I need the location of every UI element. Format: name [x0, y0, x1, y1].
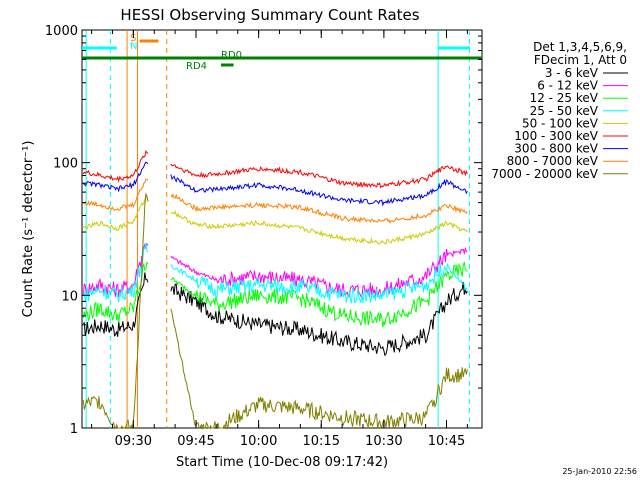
- series-line-5: [82, 150, 468, 189]
- instrument-flag-markers: SN RD0 RD4: [82, 30, 482, 428]
- chart-title: HESSI Observing Summary Count Rates: [120, 6, 419, 24]
- legend-header-line-2: FDecim 1, Att 0: [534, 53, 627, 67]
- y-tick-label: 1000: [45, 24, 78, 39]
- series-line-0: [82, 272, 468, 357]
- flag-label-s: S: [130, 33, 136, 44]
- x-tick-label: 10:00: [240, 434, 277, 449]
- series-line-7: [82, 178, 468, 224]
- x-tick-label: 10:45: [428, 434, 465, 449]
- legend-label: 800 - 7000 keV: [507, 154, 599, 168]
- flag-label-rd4: RD4: [186, 61, 207, 72]
- legend-label: 3 - 6 keV: [545, 66, 599, 80]
- x-axis-label: Start Time (10-Dec-08 09:17:42): [176, 455, 388, 470]
- legend-label: 12 - 25 keV: [530, 91, 599, 105]
- series-line-2: [82, 261, 468, 328]
- series-line-8: [82, 192, 468, 430]
- y-tick-label: 10: [61, 289, 78, 304]
- legend-label: 50 - 100 keV: [522, 116, 599, 130]
- legend-header-line-1: Det 1,3,4,5,6,9,: [533, 40, 627, 54]
- plot-frame: [81, 29, 483, 429]
- series-line-4: [82, 194, 468, 245]
- x-tick-label: 10:15: [303, 434, 340, 449]
- legend-label: 6 - 12 keV: [537, 79, 599, 93]
- x-tick-label: 10:30: [365, 434, 402, 449]
- legend-label: 25 - 50 keV: [530, 104, 599, 118]
- flag-label-n: N: [130, 41, 137, 52]
- flag-label-rd0: RD0: [221, 50, 242, 61]
- y-axis-label: Count Rate (s⁻¹ detector⁻¹): [21, 141, 36, 318]
- legend-label: 300 - 800 keV: [514, 142, 598, 156]
- series-line-3: [82, 242, 468, 304]
- legend: Det 1,3,4,5,6,9, FDecim 1, Att 0 3 - 6 k…: [491, 40, 628, 181]
- y-tick-label: 100: [53, 157, 78, 172]
- series-lines: [82, 150, 468, 430]
- series-line-6: [83, 161, 468, 207]
- legend-label: 100 - 300 keV: [514, 129, 598, 143]
- y-tick-label: 1: [70, 422, 78, 437]
- x-tick-label: 09:30: [115, 434, 152, 449]
- legend-label: 7000 - 20000 keV: [491, 167, 598, 181]
- footer-timestamp: 25-Jan-2010 22:56: [562, 467, 637, 476]
- x-tick-label: 09:45: [177, 434, 214, 449]
- axes: 09:30 09:45 10:00 10:15 10:30 10:45 1 10 100 1000: [45, 24, 482, 449]
